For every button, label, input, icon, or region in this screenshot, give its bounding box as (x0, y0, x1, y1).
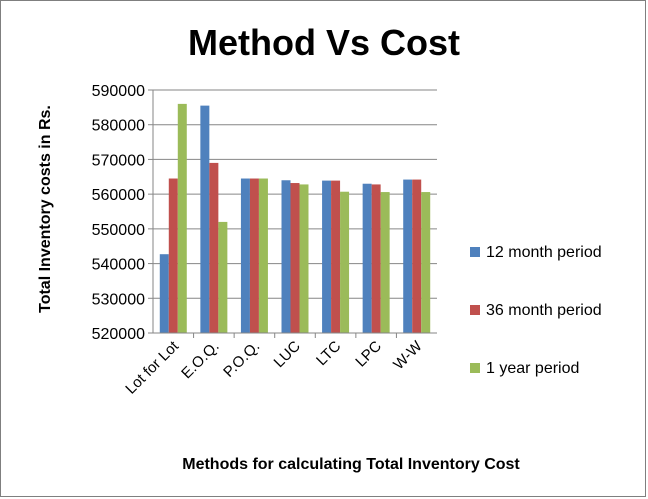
y-tick-label: 520000 (92, 326, 145, 343)
bar (340, 191, 350, 333)
x-tick-label: LTC (313, 338, 344, 369)
y-tick-labels: 520000 530000 540000 550000 560000 570000 5800… (92, 83, 145, 343)
bar (168, 178, 178, 333)
y-axis-label: Total Inventory costs in Rs. (37, 105, 54, 313)
legend-swatch (470, 305, 480, 315)
bar (290, 183, 300, 333)
y-tick-label: 570000 (92, 152, 145, 169)
bar (403, 179, 413, 333)
bar (258, 178, 268, 333)
axes (152, 90, 437, 338)
bar (362, 183, 372, 333)
x-tick-label: LUC (271, 338, 304, 371)
bar (331, 180, 341, 333)
bar (240, 178, 250, 333)
legend-swatch (470, 247, 480, 257)
bar (371, 184, 381, 333)
bar (299, 184, 309, 333)
chart-title: Method Vs Cost (188, 22, 460, 63)
bar (380, 192, 390, 333)
bar (249, 178, 259, 333)
y-tick-label: 590000 (92, 83, 145, 100)
bar (218, 221, 228, 333)
bar (200, 105, 210, 333)
bar (322, 180, 332, 333)
x-tick-label: LPC (352, 338, 385, 371)
y-tick-label: 560000 (92, 187, 145, 204)
x-tick-label: W-W (390, 337, 426, 373)
legend: 12 month period 36 month period 1 year per… (470, 244, 602, 377)
y-tick-label: 540000 (92, 257, 145, 274)
legend-label: 1 year period (486, 360, 579, 377)
x-axis-label: Methods for calculating Total Inventory … (182, 456, 520, 473)
legend-swatch (470, 363, 480, 373)
bar (412, 179, 422, 333)
bar (281, 180, 291, 333)
bar (209, 162, 219, 333)
bar (421, 192, 431, 333)
legend-label: 12 month period (486, 244, 602, 261)
y-tick-label: 530000 (92, 291, 145, 308)
bar (177, 103, 187, 333)
y-tick-label: 550000 (92, 222, 145, 239)
bar (159, 254, 169, 333)
legend-label: 36 month period (486, 302, 602, 319)
x-tick-label: E.O.Q. (178, 338, 222, 382)
x-tick-label: P.O.Q. (220, 338, 263, 381)
x-tick-label: Lot for Lot (122, 337, 182, 397)
bars (159, 103, 431, 333)
y-tick-label: 580000 (92, 118, 145, 135)
